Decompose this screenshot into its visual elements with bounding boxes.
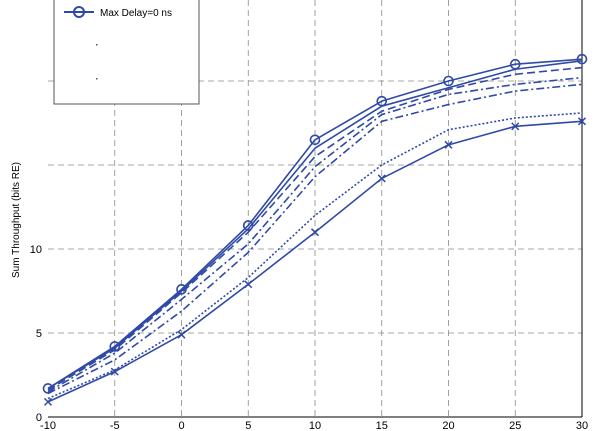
series-marker-x <box>577 117 587 126</box>
series-marker-x <box>43 397 53 406</box>
legend-dot <box>96 44 98 46</box>
series-marker-x <box>511 122 520 131</box>
y-tick-label: 10 <box>30 244 42 256</box>
x-tick-label: 0 <box>178 420 184 431</box>
series-marker-circle <box>309 134 321 146</box>
x-tick-label: -10 <box>40 420 56 431</box>
series-marker-x <box>244 280 253 289</box>
legend: Max Delay=0 ns <box>53 0 200 105</box>
x-tick-label: 20 <box>442 420 454 431</box>
y-axis-label: Sum Throughput (bits RE) <box>11 162 22 278</box>
x-tick-label: 30 <box>576 420 588 431</box>
series-line-5 <box>47 83 583 395</box>
x-tick-label: 25 <box>509 420 521 431</box>
series-marker-x <box>377 174 386 183</box>
series-line-3 <box>47 66 583 391</box>
series-marker-x <box>177 330 186 339</box>
x-tick-label: 10 <box>309 420 321 431</box>
x-tick-label: 15 <box>376 420 388 431</box>
legend-label: Max Delay=0 ns <box>100 8 172 19</box>
series-line-4 <box>47 76 583 393</box>
legend-marker-circle <box>73 6 85 18</box>
series-marker-circle <box>443 75 454 87</box>
axes <box>48 0 583 418</box>
x-tick-label: 5 <box>245 420 251 431</box>
series-marker-x <box>110 367 119 376</box>
series-line-1 <box>47 58 583 390</box>
grid <box>48 0 582 417</box>
x-tick-label: -5 <box>110 420 120 431</box>
series-marker-circle <box>576 53 588 65</box>
y-tick-label: 5 <box>36 328 42 340</box>
series-marker-circle <box>109 341 121 352</box>
y-tick-labels: 0 5 10 <box>30 244 42 424</box>
series-marker-circle <box>242 220 254 231</box>
series-marker-x <box>444 140 453 149</box>
series-group <box>42 53 588 406</box>
x-tick-labels: -10 -5 0 5 10 15 20 25 30 <box>40 420 588 431</box>
y-tick-label: 0 <box>36 412 42 424</box>
series-line-2 <box>47 60 583 390</box>
legend-dot <box>96 78 98 80</box>
series-marker-x <box>310 228 320 237</box>
